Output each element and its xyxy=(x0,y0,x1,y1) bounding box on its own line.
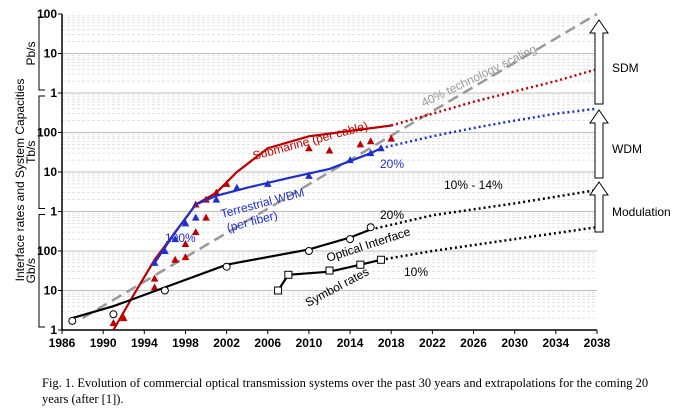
data-point-square xyxy=(325,266,334,275)
data-point-triangle xyxy=(171,255,179,263)
data-point-triangle xyxy=(161,247,169,254)
annotation-label: 20% xyxy=(380,208,404,222)
y-tick-label: 1 xyxy=(50,86,57,100)
data-point-triangle xyxy=(191,213,200,221)
series-optical xyxy=(68,188,598,325)
data-point-triangle xyxy=(191,228,200,236)
unit-label: Pb/s xyxy=(24,41,38,65)
x-tick-label: 2006 xyxy=(254,336,281,350)
data-point-triangle xyxy=(150,283,159,291)
x-tick-label: 2034 xyxy=(542,336,569,350)
data-point-square xyxy=(356,260,365,269)
data-point-square xyxy=(376,255,385,264)
series-terrestrial xyxy=(150,107,598,266)
data-point-circle xyxy=(366,223,375,232)
y-tick-label: 10 xyxy=(44,284,58,298)
series xyxy=(68,67,598,331)
data-point-triangle xyxy=(305,144,313,152)
data-point-triangle xyxy=(171,235,179,243)
data-point-triangle xyxy=(263,179,272,187)
x-tick-label: 1990 xyxy=(90,336,117,350)
data-point-triangle xyxy=(181,240,190,248)
axes: 1 10 100 1 10 100 1 10 100 1986 1990 1994 1998 2002 20… xyxy=(37,7,611,350)
series-line xyxy=(153,147,382,264)
unit-bracket xyxy=(38,16,45,91)
figure-caption: Fig. 1. Evolution of commercial optical … xyxy=(42,376,649,406)
data-point-triangle xyxy=(366,137,375,145)
data-point-triangle xyxy=(202,213,210,221)
x-tick-label: 1994 xyxy=(131,336,158,350)
data-point-triangle xyxy=(305,171,313,179)
data-point-circle xyxy=(68,316,77,325)
annotation-label: 10% xyxy=(404,265,428,279)
data-point-triangle xyxy=(366,149,375,157)
x-tick-label: 2010 xyxy=(296,336,323,350)
side-arrow xyxy=(589,19,609,105)
x-tick-label: 2026 xyxy=(460,336,487,350)
data-point-circle xyxy=(109,310,118,319)
x-tick-label: 2038 xyxy=(584,336,611,350)
data-point-triangle xyxy=(181,253,190,261)
side-arrow-label: WDM xyxy=(612,142,642,156)
data-point-triangle xyxy=(377,144,385,152)
annotation-label: Symbol rates xyxy=(303,264,371,309)
x-tick-label: 2014 xyxy=(337,336,364,350)
series-symbol xyxy=(274,225,598,295)
side-arrow-label: Modulation xyxy=(612,205,671,219)
x-tick-label: 2002 xyxy=(213,336,240,350)
figure: 1 10 100 1 10 100 1 10 100 1986 1990 1994 1998 2002 20… xyxy=(13,7,671,350)
x-tick-label: 2022 xyxy=(419,336,446,350)
data-point-circle xyxy=(160,286,169,295)
x-tick-label: 2018 xyxy=(378,336,405,350)
data-point-triangle xyxy=(233,183,241,191)
unit-label: Gb/s xyxy=(24,258,38,283)
unit-bands: Gb/s Tb/s Pb/s xyxy=(24,16,45,328)
side-arrow xyxy=(589,181,609,233)
x-tick-label: 1998 xyxy=(172,336,199,350)
data-point-triangle xyxy=(387,134,396,142)
data-point-square xyxy=(274,286,283,295)
x-tick-label: 1986 xyxy=(49,336,76,350)
y-tick-label: 1 xyxy=(50,323,57,337)
unit-bracket xyxy=(38,214,45,328)
data-point-circle xyxy=(222,262,231,271)
side-arrow xyxy=(589,109,609,179)
data-point-circle xyxy=(346,235,355,244)
annotation-label: 10% - 14% xyxy=(444,178,503,192)
data-point-triangle xyxy=(325,146,334,154)
y-axis-label: Interface rates and System Capacities xyxy=(13,79,27,282)
x-tick-label: 2030 xyxy=(501,336,528,350)
annotation-label: Submarine (per cable) xyxy=(251,119,369,163)
y-tick-label: 100 xyxy=(37,244,57,258)
data-point-triangle xyxy=(181,219,190,227)
series-extrapolation xyxy=(390,67,598,127)
unit-label: Tb/s xyxy=(24,141,38,164)
data-point-square xyxy=(284,270,293,279)
data-point-triangle xyxy=(150,258,159,266)
data-point-triangle xyxy=(212,188,221,196)
data-point-triangle xyxy=(109,319,118,327)
data-point-circle xyxy=(304,247,313,255)
y-tick-label: 100 xyxy=(37,7,57,21)
side-arrow-label: SDM xyxy=(612,61,639,75)
series-extrapolation xyxy=(380,225,598,262)
data-point-triangle xyxy=(356,140,365,148)
series-extrapolation xyxy=(380,107,598,150)
data-point-triangle xyxy=(346,156,354,164)
annotation-label: 20% xyxy=(380,157,404,171)
y-tick-label: 100 xyxy=(37,126,57,140)
y-tick-label: 10 xyxy=(44,165,58,179)
series-extrapolation xyxy=(370,188,598,231)
data-point-triangle xyxy=(222,179,231,187)
unit-bracket xyxy=(38,95,45,209)
data-point-triangle xyxy=(150,274,159,282)
y-tick-label: 1 xyxy=(50,205,57,219)
data-point-triangle xyxy=(212,195,221,203)
y-tick-label: 10 xyxy=(44,47,58,61)
annotation-label: 100% xyxy=(165,231,196,245)
data-point-triangle xyxy=(119,314,128,322)
side-arrows: SDM WDM Modulation xyxy=(589,19,671,233)
